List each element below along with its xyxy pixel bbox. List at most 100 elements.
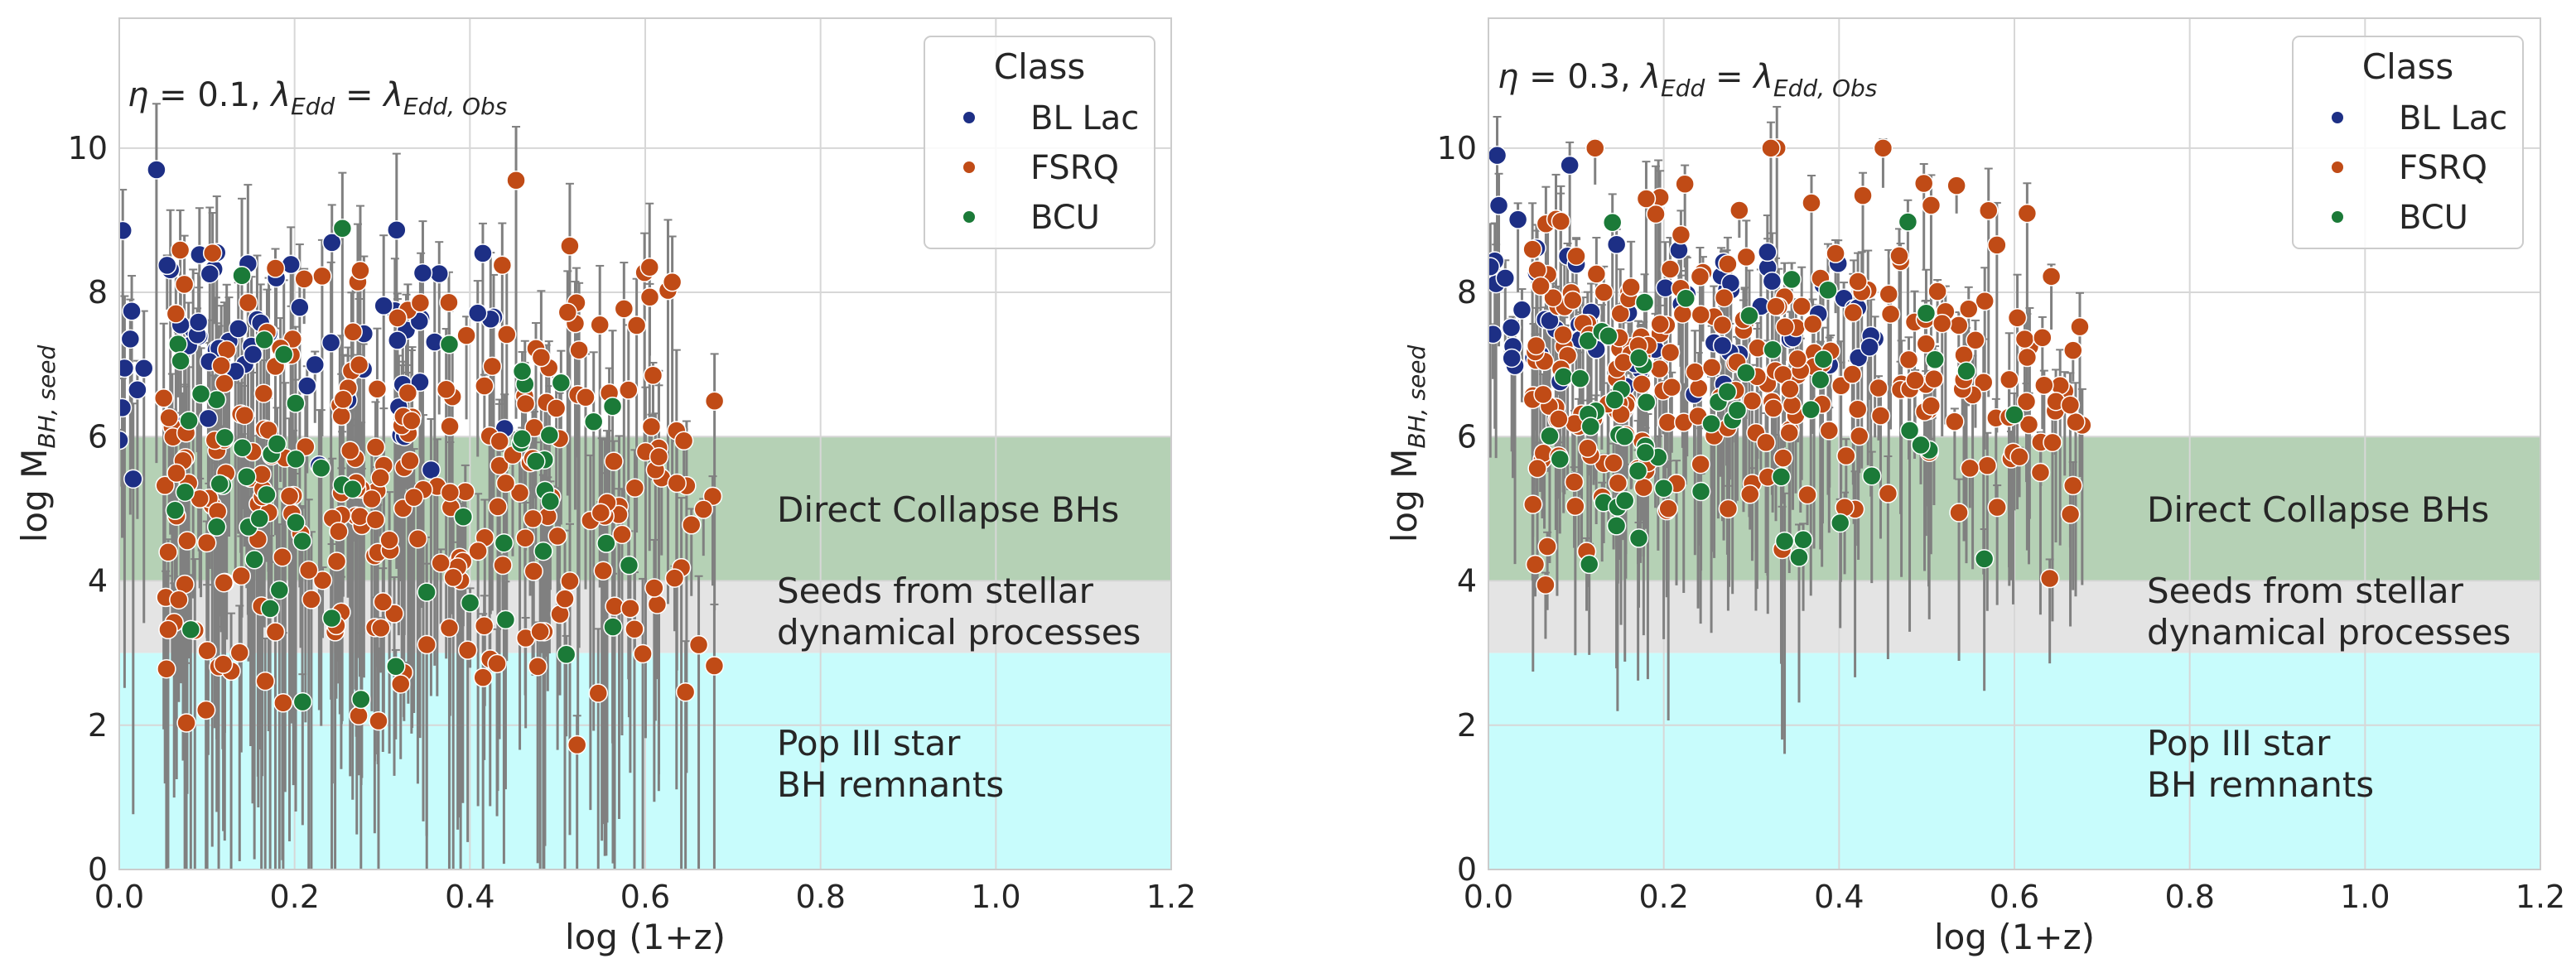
data-point-bl-lac <box>228 319 248 339</box>
data-point-bl-lac <box>388 330 408 350</box>
data-point-fsrq <box>1924 368 1944 389</box>
data-point-bl-lac <box>119 358 135 378</box>
data-point-fsrq <box>555 589 575 609</box>
data-point-fsrq <box>688 634 709 655</box>
data-point-fsrq <box>644 578 664 598</box>
data-point-fsrq <box>1975 291 1995 311</box>
data-point-fsrq <box>546 398 567 418</box>
right-legend-box <box>2292 36 2524 249</box>
data-point-fsrq <box>1978 200 1999 220</box>
data-point-bl-lac <box>1512 300 1532 320</box>
data-point-bcu <box>1925 349 1945 370</box>
data-point-fsrq <box>1921 396 1942 416</box>
data-point-fsrq <box>1608 473 1628 494</box>
data-point-fsrq <box>1689 378 1709 398</box>
data-point-fsrq <box>1646 204 1666 224</box>
data-point-fsrq <box>265 258 286 278</box>
data-point-fsrq <box>1729 200 1749 220</box>
data-point-fsrq <box>157 658 176 679</box>
left-region-label-stellar-2: dynamical processes <box>777 612 1141 653</box>
data-point-fsrq <box>349 706 369 726</box>
data-point-fsrq <box>1763 398 1783 418</box>
data-point-fsrq <box>1537 537 1557 556</box>
data-point-fsrq <box>1633 477 1654 498</box>
data-point-bl-lac <box>122 301 142 321</box>
points-layer <box>1488 105 2092 754</box>
data-point-fsrq <box>312 570 333 590</box>
right-panel: 0.0 0.2 0.4 0.6 0.8 1.0 1.2 0 2 4 6 8 10 Direct Col… <box>1384 17 2565 957</box>
data-point-bcu <box>1604 390 1625 410</box>
data-point-fsrq <box>1562 290 1583 311</box>
data-point-fsrq <box>1718 499 1739 519</box>
data-point-fsrq <box>273 547 292 567</box>
data-point-fsrq <box>639 287 660 307</box>
data-point-fsrq <box>1551 211 1571 232</box>
data-point-bcu <box>533 541 553 561</box>
data-point-fsrq <box>1792 296 1811 316</box>
data-point-fsrq <box>367 379 388 399</box>
left-region-label-popiii-2: BH remnants <box>777 764 1004 805</box>
data-point-bcu <box>1634 292 1655 312</box>
data-point-fsrq <box>1691 454 1710 474</box>
data-point-fsrq <box>362 489 382 509</box>
data-point-bcu <box>1691 481 1711 502</box>
data-point-bl-lac <box>128 379 147 400</box>
data-point-fsrq <box>1761 138 1781 158</box>
data-point-fsrq <box>440 417 460 436</box>
data-point-fsrq <box>1921 195 1942 215</box>
data-point-fsrq <box>398 383 418 403</box>
data-point-bcu <box>232 265 252 286</box>
data-point-fsrq <box>1636 189 1657 209</box>
x-tick-label: 0.0 <box>1464 879 1513 915</box>
data-point-fsrq <box>1610 303 1631 324</box>
data-point-bcu <box>1801 399 1821 420</box>
data-point-fsrq <box>490 431 509 451</box>
data-point-fsrq <box>1977 455 1998 475</box>
data-point-fsrq <box>1522 239 1542 259</box>
data-point-bcu <box>439 335 460 354</box>
data-point-fsrq <box>2030 462 2051 483</box>
data-point-fsrq <box>2034 375 2054 396</box>
data-point-fsrq <box>2017 203 2038 224</box>
data-point-bcu <box>191 383 211 404</box>
right-x-axis-label: log (1+z) <box>1934 917 2095 957</box>
data-point-fsrq <box>673 431 694 451</box>
data-point-bcu <box>165 500 186 521</box>
data-point-fsrq <box>1974 372 1994 393</box>
data-point-bcu <box>311 458 331 478</box>
data-point-bcu <box>1974 549 1995 569</box>
data-point-bl-lac <box>119 397 133 418</box>
data-point-bcu <box>540 491 561 512</box>
right-y-axis-label: log MBH, seed <box>1384 345 1430 543</box>
data-point-fsrq <box>1780 379 1800 399</box>
right-region-label-stellar-2: dynamical processes <box>2147 612 2511 653</box>
data-point-fsrq <box>1578 438 1598 459</box>
data-point-fsrq <box>390 674 411 694</box>
data-point-bcu <box>175 482 195 503</box>
right-legend-label-bl-lac: BL Lac <box>2399 99 2507 137</box>
data-point-fsrq <box>620 599 640 619</box>
right-region-label-popiii-1: Pop III star <box>2147 723 2331 763</box>
data-point-bcu <box>460 593 480 613</box>
data-point-bl-lac <box>243 344 263 364</box>
data-point-fsrq <box>1787 349 1807 369</box>
data-point-fsrq <box>1870 406 1891 426</box>
data-point-fsrq <box>1553 325 1573 345</box>
data-point-fsrq <box>1621 277 1641 297</box>
data-point-bcu <box>286 449 306 470</box>
data-point-fsrq <box>1960 458 1980 479</box>
data-point-fsrq <box>436 379 456 399</box>
data-point-fsrq <box>1889 246 1909 266</box>
data-point-bcu <box>1916 303 1937 323</box>
data-point-fsrq <box>626 316 647 335</box>
data-point-fsrq <box>1523 494 1543 514</box>
data-point-fsrq <box>166 304 186 324</box>
data-point-fsrq <box>153 388 174 408</box>
data-point-bcu <box>286 393 306 413</box>
data-point-fsrq <box>1945 412 1965 431</box>
data-point-fsrq <box>641 417 662 436</box>
data-point-fsrq <box>2043 432 2062 453</box>
data-point-bcu <box>206 517 227 537</box>
data-point-bcu <box>539 425 560 446</box>
left-legend-box <box>924 36 1155 249</box>
